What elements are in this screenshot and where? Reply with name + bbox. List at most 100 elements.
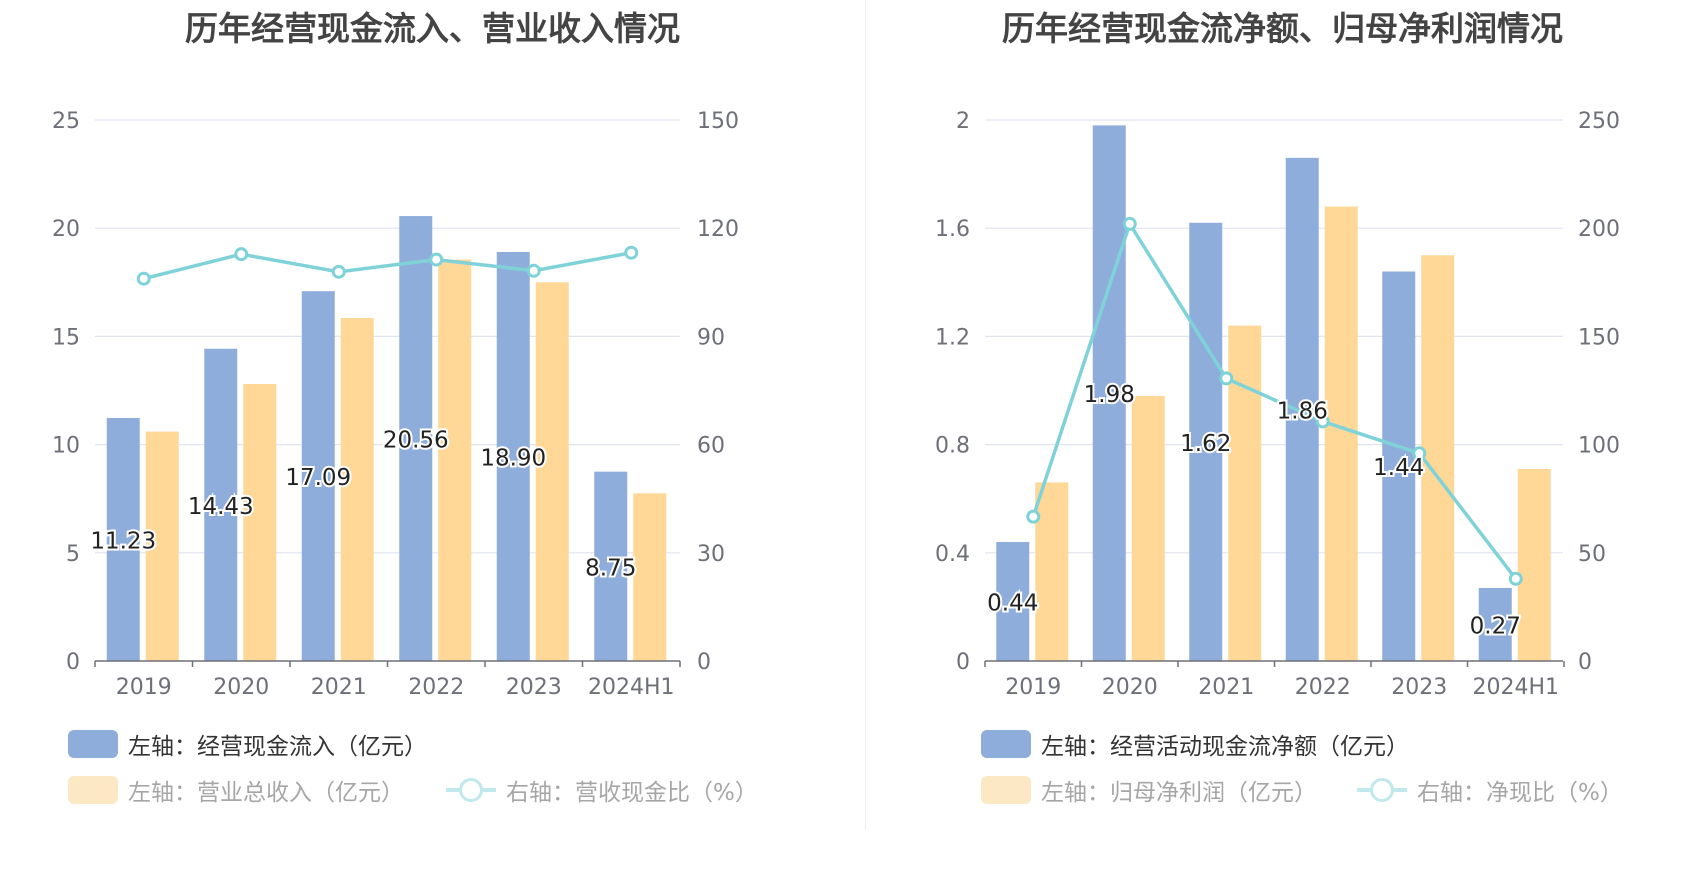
x-tick-label: 2023 — [506, 675, 562, 700]
y-left-tick-label: 0.4 — [935, 542, 970, 567]
legend-label: 左轴：营业总收入（亿元） — [128, 780, 404, 806]
y-right-tick-label: 120 — [697, 217, 739, 242]
data-label: 1.98 — [1084, 382, 1135, 408]
legend-label: 左轴：经营现金流入（亿元） — [128, 734, 427, 760]
bar-series-1 — [301, 291, 335, 661]
chart-canvas-left: 0 0 5 30 10 60 15 90 20 120 25 150 2019 2020 2021 2022 2… — [52, 109, 739, 700]
legend-line-circle-icon — [446, 776, 496, 804]
data-label: 1.86 — [1277, 398, 1328, 424]
bar-series-2 — [1035, 482, 1069, 661]
legend-label: 右轴：净现比（%） — [1417, 780, 1623, 806]
y-left-tick-label: 5 — [66, 542, 80, 567]
line-point — [1219, 371, 1234, 386]
bar-series-1 — [594, 471, 628, 661]
chart-panel-left: 历年经营现金流入、营业收入情况 0 0 5 30 10 60 15 90 20 120 25 150 2… — [52, 9, 758, 808]
y-left-tick-label: 0 — [956, 650, 970, 675]
bar-series-2 — [1324, 206, 1358, 661]
legend-item-cash-inflow[interactable]: 左轴：经营现金流入（亿元） — [68, 726, 427, 762]
line-series — [1031, 219, 1518, 580]
legend-item-net-cash-flow[interactable]: 左轴：经营活动现金流净额（亿元） — [981, 726, 1409, 762]
data-label: 0.27 — [1470, 613, 1521, 639]
legend-label: 左轴：归母净利润（亿元） — [1041, 780, 1317, 806]
data-label: 20.56 — [383, 428, 449, 454]
x-tick-label: 2024H1 — [588, 675, 675, 700]
y-right-tick-label: 60 — [697, 434, 725, 459]
x-tick-label: 2021 — [311, 675, 367, 700]
legend-swatch-bar — [981, 776, 1031, 804]
line-point — [331, 264, 346, 279]
x-tick-label: 2020 — [1102, 675, 1158, 700]
bar-series-1 — [1092, 125, 1126, 661]
legend-label: 左轴：经营活动现金流净额（亿元） — [1041, 734, 1409, 760]
line-point — [624, 245, 639, 260]
bar-series-1 — [399, 216, 433, 661]
chart-title: 历年经营现金流入、营业收入情况 — [185, 9, 680, 48]
data-label: 1.62 — [1180, 431, 1231, 457]
line-point — [1315, 414, 1330, 429]
data-label: 14.43 — [188, 494, 254, 520]
x-tick-label: 2023 — [1391, 675, 1447, 700]
line-point — [1026, 509, 1041, 524]
data-label: 8.75 — [585, 555, 636, 581]
y-right-tick-label: 0 — [1578, 650, 1592, 675]
line-point — [429, 252, 444, 267]
y-right-tick-label: 150 — [697, 109, 739, 134]
y-left-tick-label: 20 — [52, 217, 80, 242]
bar-series-1 — [1285, 157, 1319, 661]
chart-canvas-right: 0 0 0.4 50 0.8 100 1.2 150 1.6 200 2 250 2019 2020 202… — [935, 109, 1620, 700]
line-series — [143, 251, 632, 281]
line-point — [136, 271, 151, 286]
bar-series-2 — [1228, 325, 1262, 661]
data-label: 18.90 — [480, 446, 546, 472]
chart-title: 历年经营现金流净额、归母净利润情况 — [1002, 9, 1563, 48]
bar-series-2 — [1131, 395, 1165, 661]
y-right-tick-label: 250 — [1578, 109, 1620, 134]
y-right-tick-label: 100 — [1578, 434, 1620, 459]
bar-series-1 — [1382, 271, 1416, 661]
y-right-tick-label: 90 — [697, 325, 725, 350]
y-left-tick-label: 15 — [52, 325, 80, 350]
x-tick-label: 2019 — [1005, 675, 1061, 700]
data-label: 17.09 — [285, 465, 351, 491]
legend-item-cash-ratio[interactable]: 右轴：营收现金比（%） — [446, 772, 758, 808]
data-label: 0.44 — [987, 590, 1038, 616]
bar-series-2 — [438, 259, 472, 661]
legend-swatch-bar — [68, 730, 118, 758]
legend-swatch-bar — [981, 730, 1031, 758]
bar-series-1 — [106, 417, 140, 661]
y-left-tick-label: 0.8 — [935, 434, 970, 459]
y-left-tick-label: 1.2 — [935, 325, 970, 350]
y-right-tick-label: 150 — [1578, 325, 1620, 350]
bar-series-2 — [535, 282, 569, 661]
y-right-tick-label: 0 — [697, 650, 711, 675]
bar-series-2 — [1421, 255, 1455, 661]
line-point — [526, 263, 541, 278]
legend-swatch-bar — [68, 776, 118, 804]
bar-series-1 — [996, 541, 1030, 661]
bar-series-1 — [496, 252, 530, 661]
bar-series-2 — [145, 431, 179, 661]
x-tick-label: 2022 — [408, 675, 464, 700]
bar-series-2 — [1517, 468, 1551, 661]
x-tick-label: 2024H1 — [1472, 675, 1559, 700]
x-tick-label: 2022 — [1295, 675, 1351, 700]
y-left-tick-label: 25 — [52, 109, 80, 134]
y-left-tick-label: 0 — [66, 650, 80, 675]
y-right-tick-label: 30 — [697, 542, 725, 567]
y-left-tick-label: 2 — [956, 109, 970, 134]
legend-item-revenue[interactable]: 左轴：营业总收入（亿元） — [68, 772, 404, 808]
legend-item-net-profit[interactable]: 左轴：归母净利润（亿元） — [981, 772, 1317, 808]
data-label: 1.44 — [1373, 455, 1424, 481]
legend-line-circle-icon — [1357, 776, 1407, 804]
bar-series-1 — [204, 348, 238, 661]
line-point — [1412, 446, 1427, 461]
chart-panel-right: 历年经营现金流净额、归母净利润情况 0 0 0.4 50 0.8 100 1.2 150 1.6… — [865, 0, 1700, 874]
panel-divider — [865, 0, 866, 830]
line-point — [1122, 216, 1137, 231]
x-tick-label: 2020 — [213, 675, 269, 700]
y-left-tick-label: 10 — [52, 434, 80, 459]
legend-item-net-cash-ratio[interactable]: 右轴：净现比（%） — [1357, 772, 1623, 808]
bar-series-2 — [633, 493, 667, 661]
x-tick-label: 2021 — [1198, 675, 1254, 700]
y-right-tick-label: 200 — [1578, 217, 1620, 242]
